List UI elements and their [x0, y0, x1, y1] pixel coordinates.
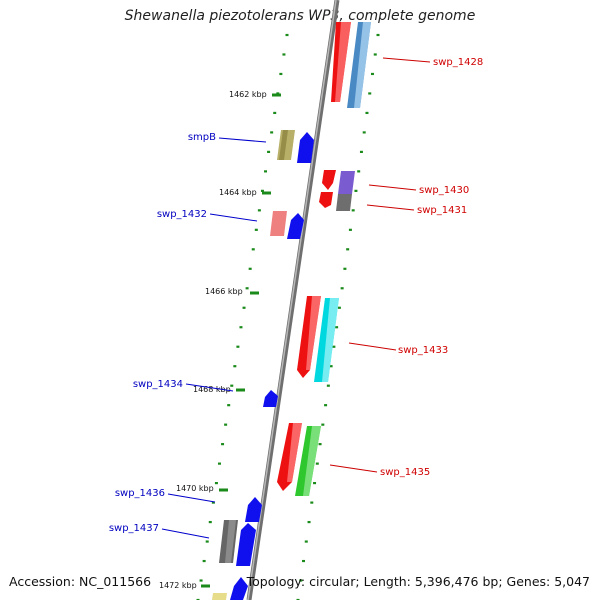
left-label-leaders — [161, 137, 267, 539]
gene-label[interactable]: swp_1428 — [433, 57, 483, 68]
gene-label[interactable]: smpB — [188, 132, 216, 143]
gene-label[interactable]: swp_1434 — [133, 379, 183, 390]
tick-marks — [196, 33, 380, 600]
gene-label[interactable]: swp_1437 — [109, 523, 159, 534]
gene-feature[interactable] — [230, 577, 248, 600]
kbp-label: 1468 kbp — [193, 385, 231, 394]
gene-feature[interactable] — [263, 390, 278, 407]
gene-label[interactable]: swp_1431 — [417, 205, 467, 216]
kbp-label: 1472 kbp — [159, 581, 197, 590]
gene-feature[interactable] — [287, 213, 304, 239]
genome-title: Shewanella piezotolerans WP3, complete g… — [124, 8, 476, 24]
right-label-leaders — [329, 57, 431, 473]
gene-feature[interactable] — [297, 132, 314, 163]
gene-feature[interactable] — [212, 593, 227, 600]
topology-text: Topology: circular; Length: 5,396,476 bp… — [246, 574, 590, 589]
gene-label[interactable]: swp_1435 — [380, 467, 430, 478]
kbp-label: 1462 kbp — [229, 90, 267, 99]
gene-label[interactable]: swp_1436 — [115, 488, 165, 499]
gene-feature[interactable] — [236, 523, 256, 566]
gene-feature[interactable] — [319, 192, 333, 208]
kbp-label: 1464 kbp — [219, 188, 257, 197]
gene-label[interactable]: swp_1432 — [157, 209, 207, 220]
kbp-ticks — [201, 93, 281, 588]
gene-feature[interactable] — [336, 194, 352, 211]
accession-text: Accession: NC_011566 — [9, 574, 152, 589]
gene-feature[interactable] — [338, 171, 355, 194]
genome-backbone-highlight — [247, 0, 337, 600]
gene-feature[interactable] — [245, 497, 262, 522]
gene-feature[interactable] — [322, 170, 336, 190]
gene-label[interactable]: swp_1430 — [419, 185, 469, 196]
genome-backbone — [246, 0, 340, 600]
kbp-label: 1466 kbp — [205, 287, 243, 296]
gene-label[interactable]: swp_1433 — [398, 345, 448, 356]
kbp-label: 1470 kbp — [176, 484, 214, 493]
gene-feature[interactable] — [270, 211, 287, 236]
